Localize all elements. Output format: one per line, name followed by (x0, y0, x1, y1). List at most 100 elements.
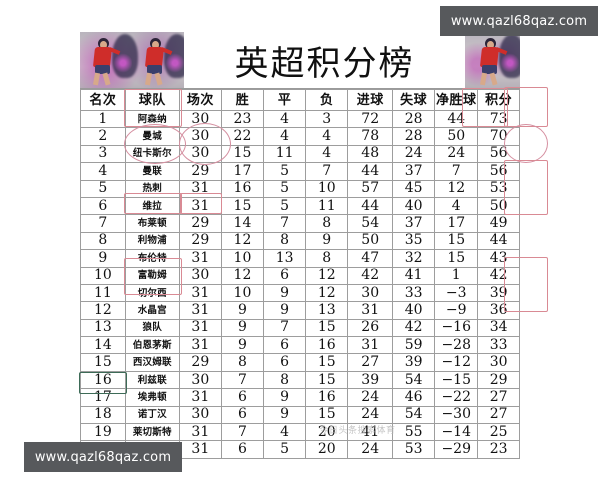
cell-points: 56 (477, 144, 520, 164)
cell-loss: 10 (305, 179, 349, 198)
cell-loss: 16 (305, 336, 349, 355)
cell-team-name: 布伦特 (124, 249, 180, 268)
cell-rank: 7 (80, 214, 126, 233)
cell-win: 6 (220, 405, 265, 425)
cell-goal-diff: −9 (434, 301, 479, 320)
cell-points: 44 (477, 231, 520, 251)
cell-team-name: 狼队 (124, 318, 180, 338)
cell-team-name: 利兹联 (124, 370, 180, 390)
cell-loss: 12 (305, 283, 349, 303)
cell-played: 29 (178, 231, 222, 251)
cell-team-name: 曼联 (124, 162, 180, 181)
table-banner: 英超积分榜 (80, 32, 520, 89)
table-row: 11 切尔西 31 10 9 12 30 33 −3 39 (80, 283, 520, 303)
cell-draw: 11 (263, 144, 307, 164)
cell-points: 50 (477, 196, 520, 216)
cell-draw: 13 (263, 249, 307, 268)
cell-team-name: 阿森纳 (124, 109, 180, 129)
watermark-bottom-text: www.qazl68qaz.com (34, 449, 172, 465)
cell-win: 16 (220, 179, 265, 198)
cell-goal-diff: −12 (434, 353, 479, 372)
cell-loss: 9 (305, 231, 349, 251)
cell-rank: 2 (80, 127, 126, 146)
column-header-team: 球队 (124, 89, 180, 111)
cell-win: 10 (220, 249, 265, 268)
cell-goals-for: 50 (347, 231, 394, 251)
cell-goals-against: 39 (392, 353, 436, 372)
column-header-rank: 名次 (80, 89, 126, 111)
cell-goals-against: 54 (392, 405, 436, 425)
cell-played: 31 (178, 196, 222, 216)
cell-goals-for: 54 (347, 214, 394, 233)
table-row: 9 布伦特 31 10 13 8 47 32 15 43 (80, 249, 520, 268)
cell-loss: 8 (305, 214, 349, 233)
cell-win: 17 (220, 162, 265, 181)
cell-goals-against: 40 (392, 196, 436, 216)
cell-points: 29 (477, 370, 520, 390)
cell-played: 30 (178, 370, 222, 390)
cell-draw: 9 (263, 283, 307, 303)
cell-points: 33 (477, 336, 520, 355)
cell-goals-for: 24 (347, 440, 394, 459)
cell-win: 7 (220, 423, 265, 442)
cell-draw: 8 (263, 370, 307, 390)
column-header-win: 胜 (220, 89, 265, 111)
cell-goals-against: 28 (392, 109, 436, 129)
cell-win: 6 (220, 440, 265, 459)
cell-goals-against: 37 (392, 162, 436, 181)
cell-rank: 14 (80, 336, 126, 355)
table-row: 4 曼联 29 17 5 7 44 37 7 56 (80, 162, 520, 181)
cell-played: 31 (178, 440, 222, 459)
watermark-top: www.qazl68qaz.com (440, 6, 598, 36)
cell-goal-diff: −15 (434, 370, 479, 390)
table-row: 8 利物浦 29 12 8 9 50 35 15 44 (80, 231, 520, 251)
table-row: 6 维拉 31 15 5 11 44 40 4 50 (80, 196, 520, 216)
photo-backdrop-left (80, 32, 184, 88)
cell-goals-against: 32 (392, 249, 436, 268)
cell-points: 36 (477, 301, 520, 320)
cell-points: 39 (477, 283, 520, 303)
cell-loss: 15 (305, 353, 349, 372)
cell-played: 30 (178, 109, 222, 129)
cell-loss: 15 (305, 370, 349, 390)
table-row: 3 纽卡斯尔 30 15 11 4 48 24 24 56 (80, 144, 520, 164)
cell-points: 34 (477, 318, 520, 338)
cell-played: 31 (178, 336, 222, 355)
cell-goal-diff: −28 (434, 336, 479, 355)
cell-played: 30 (178, 144, 222, 164)
cell-points: 73 (477, 109, 520, 129)
cell-rank: 5 (80, 179, 126, 198)
cell-draw: 4 (263, 109, 307, 129)
cell-goal-diff: 4 (434, 196, 479, 216)
cell-points: 25 (477, 423, 520, 442)
cell-rank: 9 (80, 249, 126, 268)
table-row: 7 布莱顿 29 14 7 8 54 37 17 49 (80, 214, 520, 233)
cell-team-name: 切尔西 (124, 283, 180, 303)
cell-team-name: 埃弗顿 (124, 388, 180, 407)
column-header-loss: 负 (305, 89, 349, 111)
cell-played: 31 (178, 388, 222, 407)
cell-rank: 13 (80, 318, 126, 338)
cell-loss: 15 (305, 318, 349, 338)
column-header-goals-against: 失球 (392, 89, 436, 111)
cell-rank: 10 (80, 266, 126, 285)
cell-draw: 8 (263, 231, 307, 251)
cell-loss: 20 (305, 440, 349, 459)
cell-points: 30 (477, 353, 520, 372)
cell-team-name: 利物浦 (124, 231, 180, 251)
cell-played: 31 (178, 318, 222, 338)
cell-team-name: 西汉姆联 (124, 353, 180, 372)
cell-rank: 3 (80, 144, 126, 164)
cell-draw: 6 (263, 336, 307, 355)
table-row: 13 狼队 31 9 7 15 26 42 −16 34 (80, 318, 520, 338)
cell-draw: 5 (263, 440, 307, 459)
photo-backdrop-right (465, 32, 520, 88)
cell-draw: 5 (263, 162, 307, 181)
cell-draw: 7 (263, 214, 307, 233)
cell-team-name: 富勒姆 (124, 266, 180, 285)
cell-points: 56 (477, 162, 520, 181)
column-header-goal-diff: 净胜球 (434, 89, 479, 111)
cell-rank: 18 (80, 405, 126, 425)
player-figure (80, 32, 138, 88)
cell-played: 30 (178, 405, 222, 425)
